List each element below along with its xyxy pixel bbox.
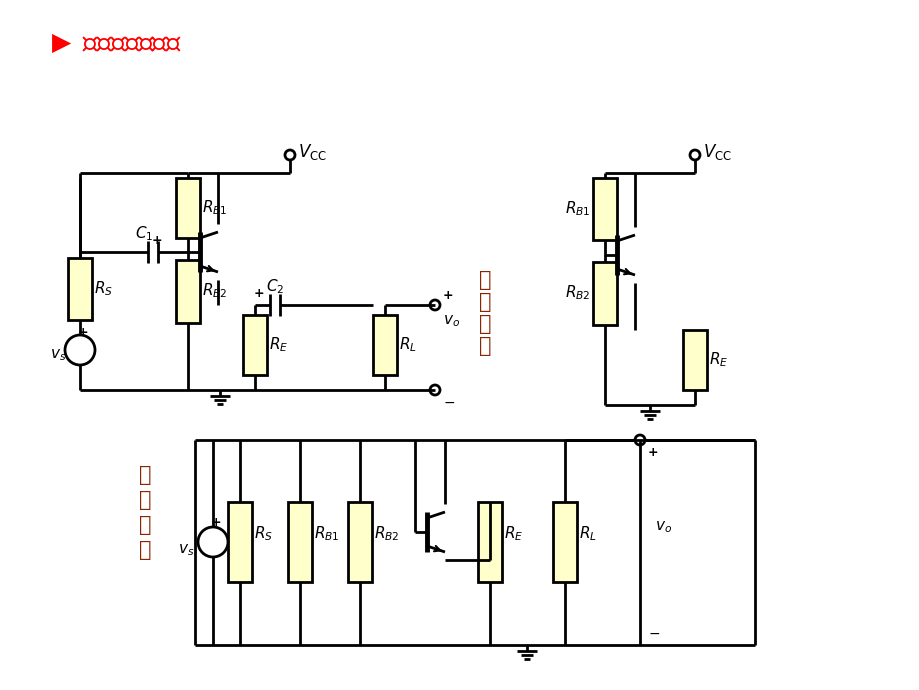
Text: $C_2$: $C_2$ [266,277,284,296]
Text: $v_o$: $v_o$ [654,519,671,535]
Text: 流: 流 [139,490,151,510]
Text: $v_s$: $v_s$ [177,542,194,558]
Text: 流: 流 [478,292,491,312]
Text: +: + [78,326,88,339]
Text: $v_s$: $v_s$ [50,347,66,363]
Text: +: + [210,515,221,529]
Text: $R_{B2}$: $R_{B2}$ [202,282,227,300]
Text: $V_\mathrm{CC}$: $V_\mathrm{CC}$ [298,142,326,162]
Bar [372,315,397,375]
Text: 直: 直 [478,270,491,290]
Bar [682,330,706,390]
Text: $\bf{共集电极放大器}$: $\bf{共集电极放大器}$ [82,29,182,57]
Bar [593,178,617,240]
Text: $v_o$: $v_o$ [443,313,460,329]
Text: $C_1$: $C_1$ [135,225,153,244]
Text: $-$: $-$ [443,395,455,409]
Bar [176,178,199,238]
Text: 交: 交 [139,465,151,485]
Text: $R_{B2}$: $R_{B2}$ [564,284,590,302]
Bar [243,315,267,375]
Text: +: + [443,288,453,302]
Text: 路: 路 [478,336,491,356]
Bar [347,502,371,582]
Text: +: + [647,446,658,458]
Text: $R_E$: $R_E$ [268,335,288,355]
Bar [593,262,617,325]
Bar [478,502,502,582]
Text: $R_{B1}$: $R_{B1}$ [313,524,339,543]
Bar [228,502,252,582]
Text: +: + [152,233,163,246]
Bar [552,502,576,582]
Text: $R_E$: $R_E$ [504,524,523,543]
Bar [68,258,92,320]
Text: $R_{B2}$: $R_{B2}$ [374,524,399,543]
Text: $V_\mathrm{CC}$: $V_\mathrm{CC}$ [702,142,732,162]
Bar [288,502,312,582]
Text: 路: 路 [139,540,151,560]
Text: $R_S$: $R_S$ [254,524,273,543]
Text: 通: 通 [139,515,151,535]
Text: $R_{B1}$: $R_{B1}$ [564,199,590,218]
Text: 通: 通 [478,314,491,334]
Text: $-$: $-$ [647,626,660,640]
Bar [176,260,199,323]
Text: $R_E$: $R_E$ [709,351,728,369]
Text: $R_S$: $R_S$ [94,279,113,298]
Text: $R_L$: $R_L$ [578,524,596,543]
Text: $R_{B1}$: $R_{B1}$ [202,199,227,217]
Text: ▶: ▶ [52,31,71,55]
Text: +: + [254,286,265,299]
Text: $R_L$: $R_L$ [399,335,416,355]
